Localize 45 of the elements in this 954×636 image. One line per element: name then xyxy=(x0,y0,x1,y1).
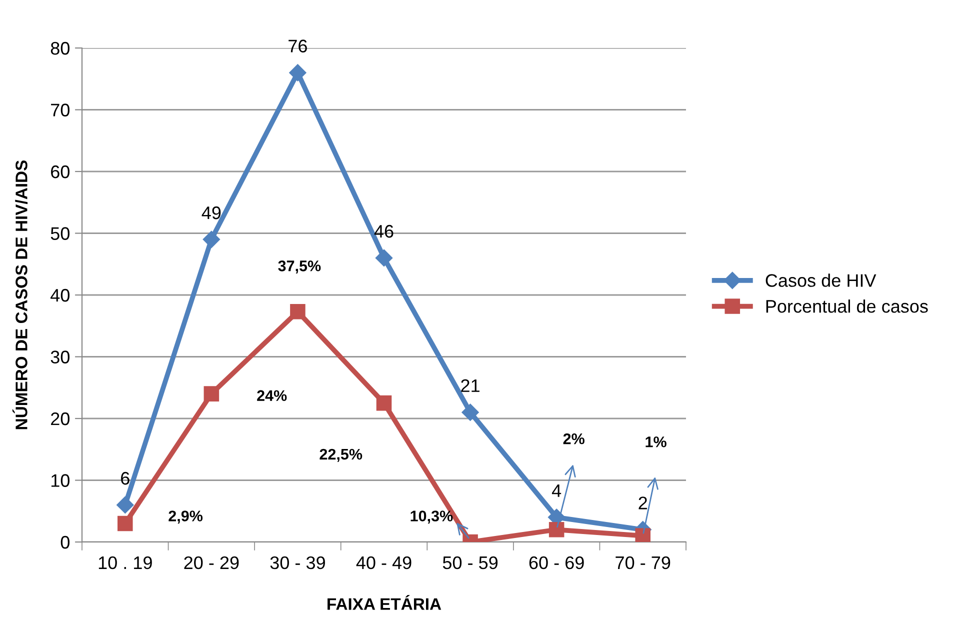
data-label: 6 xyxy=(121,472,130,485)
annotation: 10,3% xyxy=(410,510,453,524)
legend-label: Casos de HIV xyxy=(766,274,876,287)
point xyxy=(118,516,133,532)
y-tick-label: 60 xyxy=(51,165,70,178)
data-label: 49 xyxy=(202,206,221,220)
point xyxy=(204,386,220,402)
annotation: 24% xyxy=(257,390,287,401)
x-tick-label: 20 - 29 xyxy=(184,556,239,570)
point xyxy=(290,304,306,320)
y-tick-label: 40 xyxy=(50,288,70,302)
data-label: 76 xyxy=(288,40,307,52)
annotation: 37,5% xyxy=(278,260,321,274)
annotation: 2% xyxy=(563,433,584,444)
y-tick-label: 30 xyxy=(50,350,70,364)
point xyxy=(548,522,564,538)
x-tick-label: 40 - 49 xyxy=(356,556,412,570)
data-label: 21 xyxy=(461,379,480,392)
data-label: 46 xyxy=(374,224,394,238)
y-axis-title: NÚMERO DE CASOS DE HIV/AIDS xyxy=(12,160,28,430)
x-tick-label: 10 . 19 xyxy=(98,556,152,570)
x-axis-title: FAIXA ETÁRIA xyxy=(328,595,442,610)
point xyxy=(116,496,134,514)
x-tick-label: 60 - 69 xyxy=(529,556,584,570)
point xyxy=(635,528,650,542)
point xyxy=(375,249,393,266)
point xyxy=(289,64,306,82)
point xyxy=(462,404,479,421)
y-tick-label: 70 xyxy=(51,104,70,116)
y-tick-label: 20 xyxy=(51,412,70,426)
point xyxy=(202,230,220,248)
y-tick-label: 0 xyxy=(60,536,70,549)
data-label: 4 xyxy=(552,484,562,497)
annotation: 1% xyxy=(646,436,666,448)
y-tick-label: 10 xyxy=(51,474,70,487)
x-tick-label: 50 - 59 xyxy=(442,556,498,570)
y-tick-label: 50 xyxy=(50,227,70,240)
legend-label: Porcentual de casos xyxy=(766,300,928,313)
y-tick-label: 80 xyxy=(50,42,70,55)
annotation: 2,9% xyxy=(168,510,203,524)
data-label: 2 xyxy=(638,496,647,510)
annotation: 22,5% xyxy=(320,448,362,462)
x-tick-label: 30 - 39 xyxy=(270,556,325,570)
point xyxy=(376,395,392,411)
x-tick-label: 70 - 79 xyxy=(616,556,670,570)
